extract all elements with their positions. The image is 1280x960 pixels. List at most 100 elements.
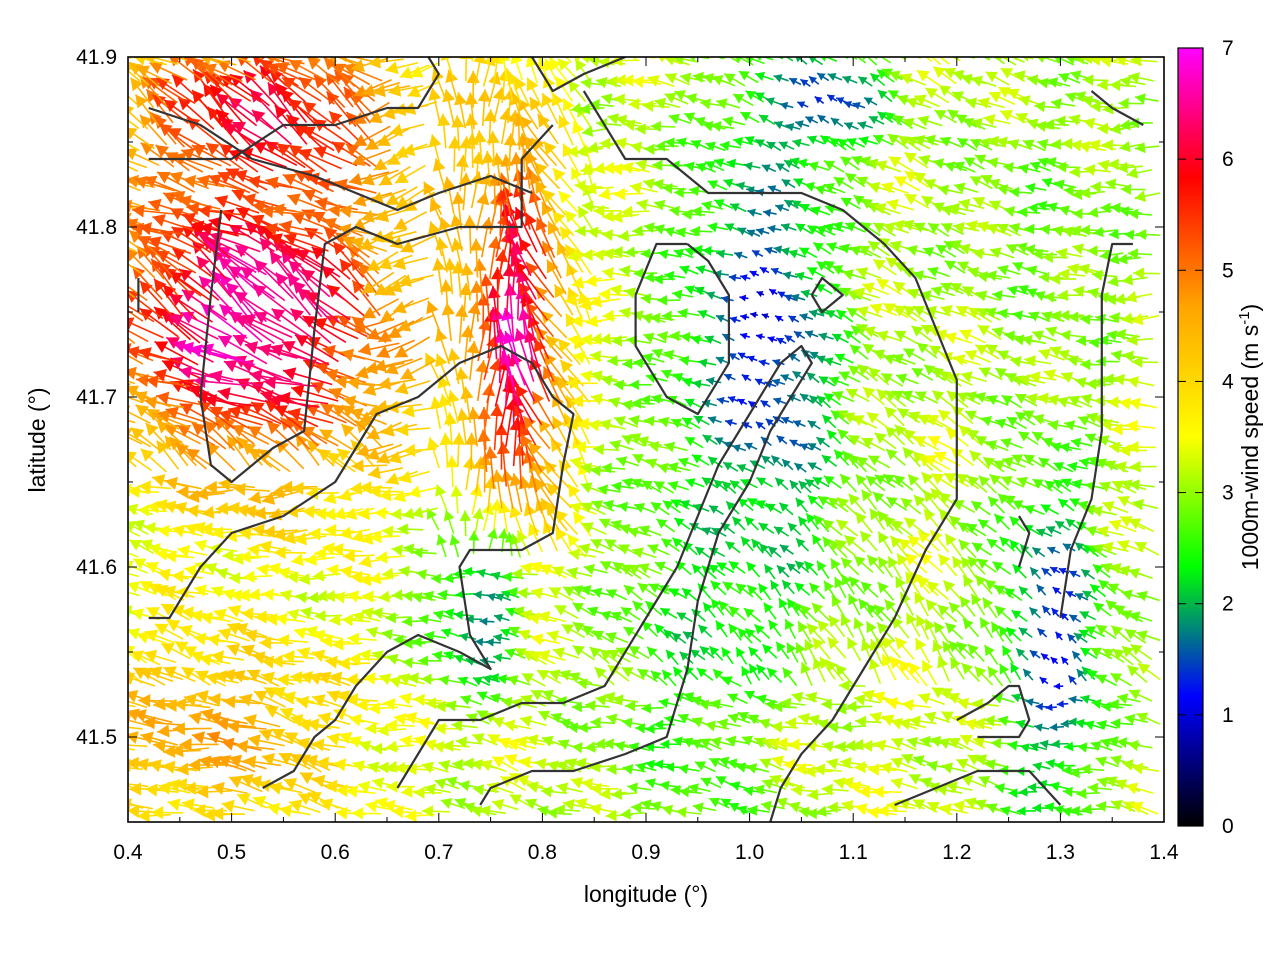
wind-arrow-head bbox=[1054, 760, 1064, 771]
wind-arrow-head bbox=[196, 785, 209, 799]
wind-arrow-head bbox=[1007, 740, 1018, 751]
wind-arrow-head bbox=[176, 762, 189, 776]
wind-arrow-head bbox=[1049, 781, 1060, 792]
wind-arrow bbox=[952, 800, 981, 813]
wind-arrow-head bbox=[813, 763, 826, 776]
wind-arrow-head bbox=[581, 777, 594, 790]
wind-arrow-head bbox=[848, 780, 862, 794]
wind-arrow-head bbox=[211, 781, 225, 795]
wind-arrow-head bbox=[540, 785, 552, 798]
wind-arrow bbox=[506, 738, 536, 751]
wind-arrow-head bbox=[1069, 767, 1080, 779]
wind-arrow-head bbox=[1000, 805, 1011, 816]
wind-arrow bbox=[1087, 782, 1112, 794]
wind-arrow-head bbox=[278, 752, 293, 765]
wind-arrow bbox=[351, 807, 382, 820]
wind-arrow-head bbox=[822, 740, 834, 753]
wind-arrow bbox=[128, 784, 136, 790]
wind-arrow-head bbox=[1130, 801, 1144, 814]
wind-arrow-head bbox=[516, 775, 530, 787]
wind-arrow-head bbox=[479, 805, 491, 817]
wind-arrow-head bbox=[1076, 788, 1087, 799]
wind-arrow bbox=[434, 778, 460, 790]
wind-arrow-head bbox=[735, 762, 747, 773]
wind-arrow bbox=[1130, 801, 1159, 815]
wind-arrow-head bbox=[938, 738, 951, 749]
wind-arrow bbox=[1032, 761, 1051, 772]
wind-arrow-head bbox=[296, 737, 311, 751]
wind-arrow-head bbox=[404, 809, 417, 822]
wind-arrow bbox=[631, 802, 656, 814]
wind-arrow-head bbox=[472, 784, 485, 796]
wind-arrow-head bbox=[994, 783, 1006, 794]
wind-arrow-head bbox=[984, 758, 996, 770]
wind-arrow bbox=[172, 722, 212, 736]
wind-arrow bbox=[515, 735, 545, 748]
wind-arrow-head bbox=[319, 798, 334, 811]
wind-arrow-head bbox=[1110, 755, 1122, 766]
wind-arrow-head bbox=[1131, 762, 1144, 775]
wind-arrow-head bbox=[191, 731, 206, 745]
wind-arrow bbox=[890, 757, 917, 771]
wind-arrow-head bbox=[760, 800, 772, 812]
wind-arrow-head bbox=[692, 802, 704, 814]
wind-arrow-head bbox=[759, 758, 772, 769]
wind-arrow bbox=[546, 760, 573, 772]
wind-arrow-head bbox=[472, 733, 485, 745]
wind-arrow-head bbox=[804, 765, 816, 778]
wind-arrow-head bbox=[211, 807, 224, 821]
wind-arrow-head bbox=[382, 799, 396, 813]
wind-arrow-head bbox=[821, 783, 833, 796]
wind-arrow-head bbox=[1029, 742, 1040, 752]
wind-arrow bbox=[137, 809, 171, 822]
wind-arrow bbox=[261, 753, 297, 767]
wind-arrow-head bbox=[762, 778, 774, 790]
wind-arrow-head bbox=[986, 803, 998, 814]
wind-arrow-head bbox=[855, 803, 868, 816]
wind-arrow bbox=[599, 787, 627, 800]
wind-arrow bbox=[128, 726, 143, 730]
wind-arrow-head bbox=[200, 708, 214, 722]
wind-arrow-head bbox=[960, 734, 973, 746]
wind-arrow-head bbox=[556, 760, 569, 772]
wind-arrow-head bbox=[228, 754, 243, 768]
wind-arrow bbox=[271, 728, 303, 747]
wind-arrow-head bbox=[157, 724, 170, 738]
wind-arrow-head bbox=[515, 735, 528, 748]
wind-arrow-head bbox=[289, 799, 303, 813]
wind-arrow-head bbox=[237, 793, 251, 806]
wind-arrow-head bbox=[974, 799, 987, 811]
wind-arrow-head bbox=[375, 797, 388, 810]
wind-arrow-head bbox=[421, 761, 434, 774]
wind-arrow-head bbox=[345, 785, 358, 798]
wind-arrow-head bbox=[664, 762, 675, 773]
wind-arrow-head bbox=[854, 760, 866, 774]
wind-arrow-head bbox=[308, 792, 322, 804]
wind-arrow bbox=[890, 777, 918, 790]
wind-arrow-head bbox=[1080, 763, 1091, 775]
wind-arrow bbox=[581, 777, 610, 790]
wind-arrow-shaft bbox=[128, 744, 148, 748]
wind-arrow bbox=[945, 781, 973, 793]
wind-arrow-head bbox=[299, 772, 314, 785]
wind-arrow-head bbox=[202, 808, 216, 822]
wind-arrow-head bbox=[1110, 799, 1123, 811]
wind-arrow-head bbox=[248, 775, 262, 789]
wind-arrow bbox=[1029, 742, 1048, 752]
wind-arrow bbox=[556, 782, 583, 794]
wind-arrow-head bbox=[1039, 739, 1049, 749]
wind-arrow-head bbox=[964, 797, 977, 809]
wind-arrow-head bbox=[377, 761, 389, 774]
wind-arrow-head bbox=[1100, 738, 1112, 749]
wind-arrow-head bbox=[247, 734, 261, 748]
wind-arrow bbox=[584, 741, 610, 753]
wind-arrow-head bbox=[470, 805, 483, 818]
wind-arrow-head bbox=[438, 759, 451, 772]
wind-arrow-head bbox=[367, 761, 380, 774]
wind-arrow-head bbox=[635, 762, 647, 773]
wind-arrow bbox=[975, 754, 1001, 766]
wind-arrow bbox=[627, 782, 651, 794]
wind-arrow bbox=[1090, 740, 1113, 752]
wind-arrow-head bbox=[653, 759, 664, 770]
wind-arrow-head bbox=[563, 799, 575, 811]
